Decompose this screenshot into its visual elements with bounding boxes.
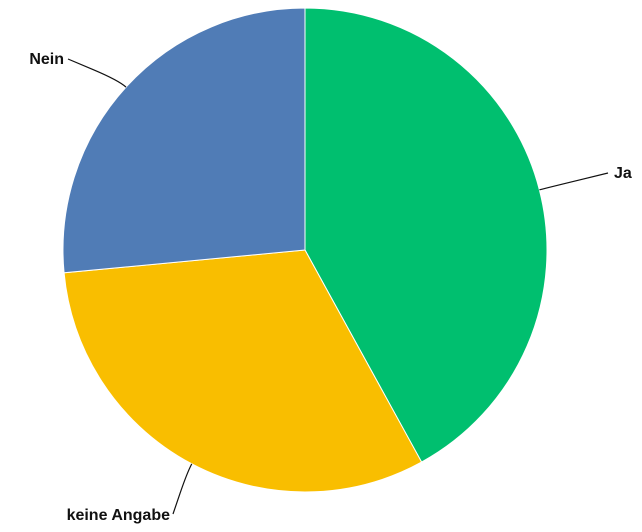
leader-line-nein [67,58,127,88]
slice-label-nein: Nein [29,51,64,68]
slice-label-keine-angabe: keine Angabe [67,507,171,524]
slice-label-ja: Ja [614,165,632,182]
leader-line-keine-angabe [172,463,193,515]
pie-labels: Ja keine Angabe Nein [29,51,632,524]
pie-slice-keine-angabe [63,249,423,493]
pie-slices [62,7,548,493]
leader-line-ja [539,172,609,191]
pie-slice-nein [62,7,306,274]
